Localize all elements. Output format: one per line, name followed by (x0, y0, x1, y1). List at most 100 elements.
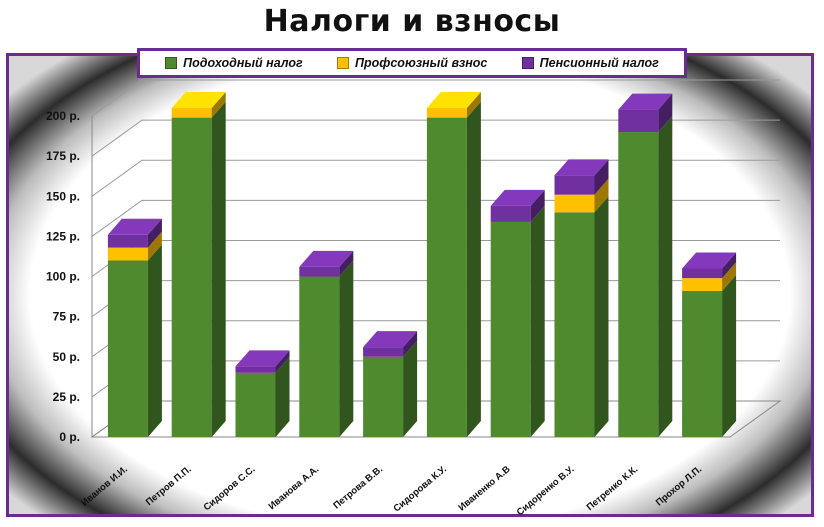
y-tick-label: 200 р. (46, 109, 80, 123)
legend-swatch (337, 57, 350, 69)
x-tick-label: Петренко К.К. (585, 464, 641, 513)
bar-stack (682, 252, 737, 437)
legend-swatch (521, 57, 534, 69)
legend-label: Пенсионный налог (539, 56, 659, 70)
bar-side (403, 331, 418, 357)
chart-title: Налоги и взносы (263, 4, 561, 39)
bar-side (658, 116, 673, 438)
x-tick-label: Иваненко А.В (457, 464, 513, 514)
x-tick-label: Петрова В.В. (331, 464, 385, 512)
legend-item-pension-tax: Пенсионный налог (521, 56, 659, 70)
bar-side (594, 159, 609, 195)
legend-swatch (165, 57, 178, 69)
bar-segment (426, 117, 467, 437)
bar-side (275, 350, 290, 373)
bar-stack (363, 331, 418, 437)
y-tick-label: 50 р. (53, 350, 80, 364)
x-tick-label: Иванов И.И. (79, 464, 130, 509)
bar-top (682, 252, 737, 269)
bar-segment (363, 356, 404, 437)
bar-stack (107, 218, 162, 437)
y-tick-label: 75 р. (53, 310, 80, 324)
bar-top (171, 91, 226, 108)
bar-segment (554, 175, 595, 195)
bar-stack (554, 159, 609, 437)
bar-segment (426, 107, 467, 118)
bar-stack (235, 350, 290, 437)
bar-stack (490, 189, 545, 437)
bar-segment (363, 347, 404, 357)
bar-side (466, 101, 481, 437)
gridline (91, 119, 780, 157)
bar-top (618, 93, 673, 110)
x-tick-label: Сидоренко В.У. (515, 464, 577, 518)
bar-side (339, 260, 354, 437)
bar-side (147, 244, 162, 437)
legend-label: Подоходный налог (183, 56, 303, 70)
y-tick-label: 25 р. (53, 390, 80, 404)
bar-segment (554, 212, 595, 437)
bar-side (211, 101, 226, 437)
bar-side (211, 91, 226, 118)
bar-segment (618, 109, 659, 133)
bars (107, 91, 737, 438)
y-axis-ticks: 0 р. 25 р. 50 р. 75 р. 100 р. 125 р. 150 р. 175… (46, 109, 80, 444)
bar-segment (107, 247, 148, 261)
bar-top (426, 91, 481, 108)
bar-side (658, 93, 673, 133)
gridline (91, 159, 780, 197)
legend-item-union-fee: Профсоюзный взнос (337, 56, 487, 70)
bar-stack (299, 250, 354, 437)
bar-segment (171, 107, 212, 118)
bar-segment (171, 117, 212, 437)
y-tick-label: 0 р. (59, 430, 80, 444)
bar-segment (299, 276, 340, 437)
bar-top (235, 350, 290, 367)
bar-side (147, 218, 162, 248)
bar-top (363, 331, 418, 348)
bar-side (339, 250, 354, 277)
bar-side (722, 262, 737, 291)
x-tick-label: Прохор Л.П. (654, 464, 704, 509)
bar-segment (107, 234, 148, 248)
legend: Подоходный налог Профсоюзный взнос Пенси… (137, 48, 687, 78)
bar-stack (171, 91, 226, 437)
x-tick-label: Сидорова К.У. (392, 464, 449, 515)
bar-segment (682, 290, 723, 437)
bar-side (722, 274, 737, 437)
bar-side (530, 205, 545, 437)
legend-item-income-tax: Подоходный налог (165, 56, 303, 70)
bar-side (594, 178, 609, 213)
bar-side (722, 252, 737, 279)
bar-segment (490, 205, 531, 222)
bar-segment (490, 221, 531, 437)
bar-side (530, 189, 545, 222)
y-tick-label: 150 р. (46, 189, 80, 203)
x-tick-label: Сидоров С.С. (202, 464, 258, 513)
legend-label: Профсоюзный взнос (355, 56, 488, 70)
y-tick-label: 125 р. (46, 229, 80, 243)
bar-top (554, 159, 609, 176)
bar-top (490, 189, 545, 206)
bar-side (594, 196, 609, 437)
bar-top (107, 218, 162, 235)
bar-side (466, 91, 481, 118)
y-tick-label: 175 р. (46, 149, 80, 163)
bar-segment (682, 278, 723, 291)
gridline (91, 79, 780, 117)
x-tick-label: Иванова А.А. (267, 464, 322, 512)
bar-segment (235, 366, 276, 373)
bar-segment (554, 194, 595, 213)
bar-side (403, 340, 418, 437)
x-tick-label: Петров П.П. (144, 464, 194, 508)
bar-side (147, 231, 162, 261)
bar-segment (235, 372, 276, 437)
bar-top (299, 250, 354, 267)
bar-segment (107, 260, 148, 437)
bar-stack (618, 93, 673, 438)
bar-segment (618, 132, 659, 438)
x-axis-ticks: Иванов И.И. Петров П.П. Сидоров С.С. Иванов… (79, 464, 704, 518)
bar-segment (682, 268, 723, 279)
y-tick-label: 100 р. (46, 270, 80, 284)
